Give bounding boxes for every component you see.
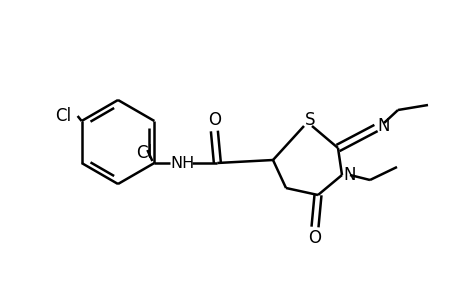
Text: N: N: [377, 117, 389, 135]
Text: NH: NH: [170, 155, 194, 170]
Text: Cl: Cl: [136, 144, 152, 162]
Text: S: S: [304, 111, 314, 129]
Text: O: O: [207, 111, 220, 129]
Text: Cl: Cl: [56, 107, 72, 125]
Text: N: N: [343, 166, 355, 184]
Text: O: O: [308, 229, 321, 247]
